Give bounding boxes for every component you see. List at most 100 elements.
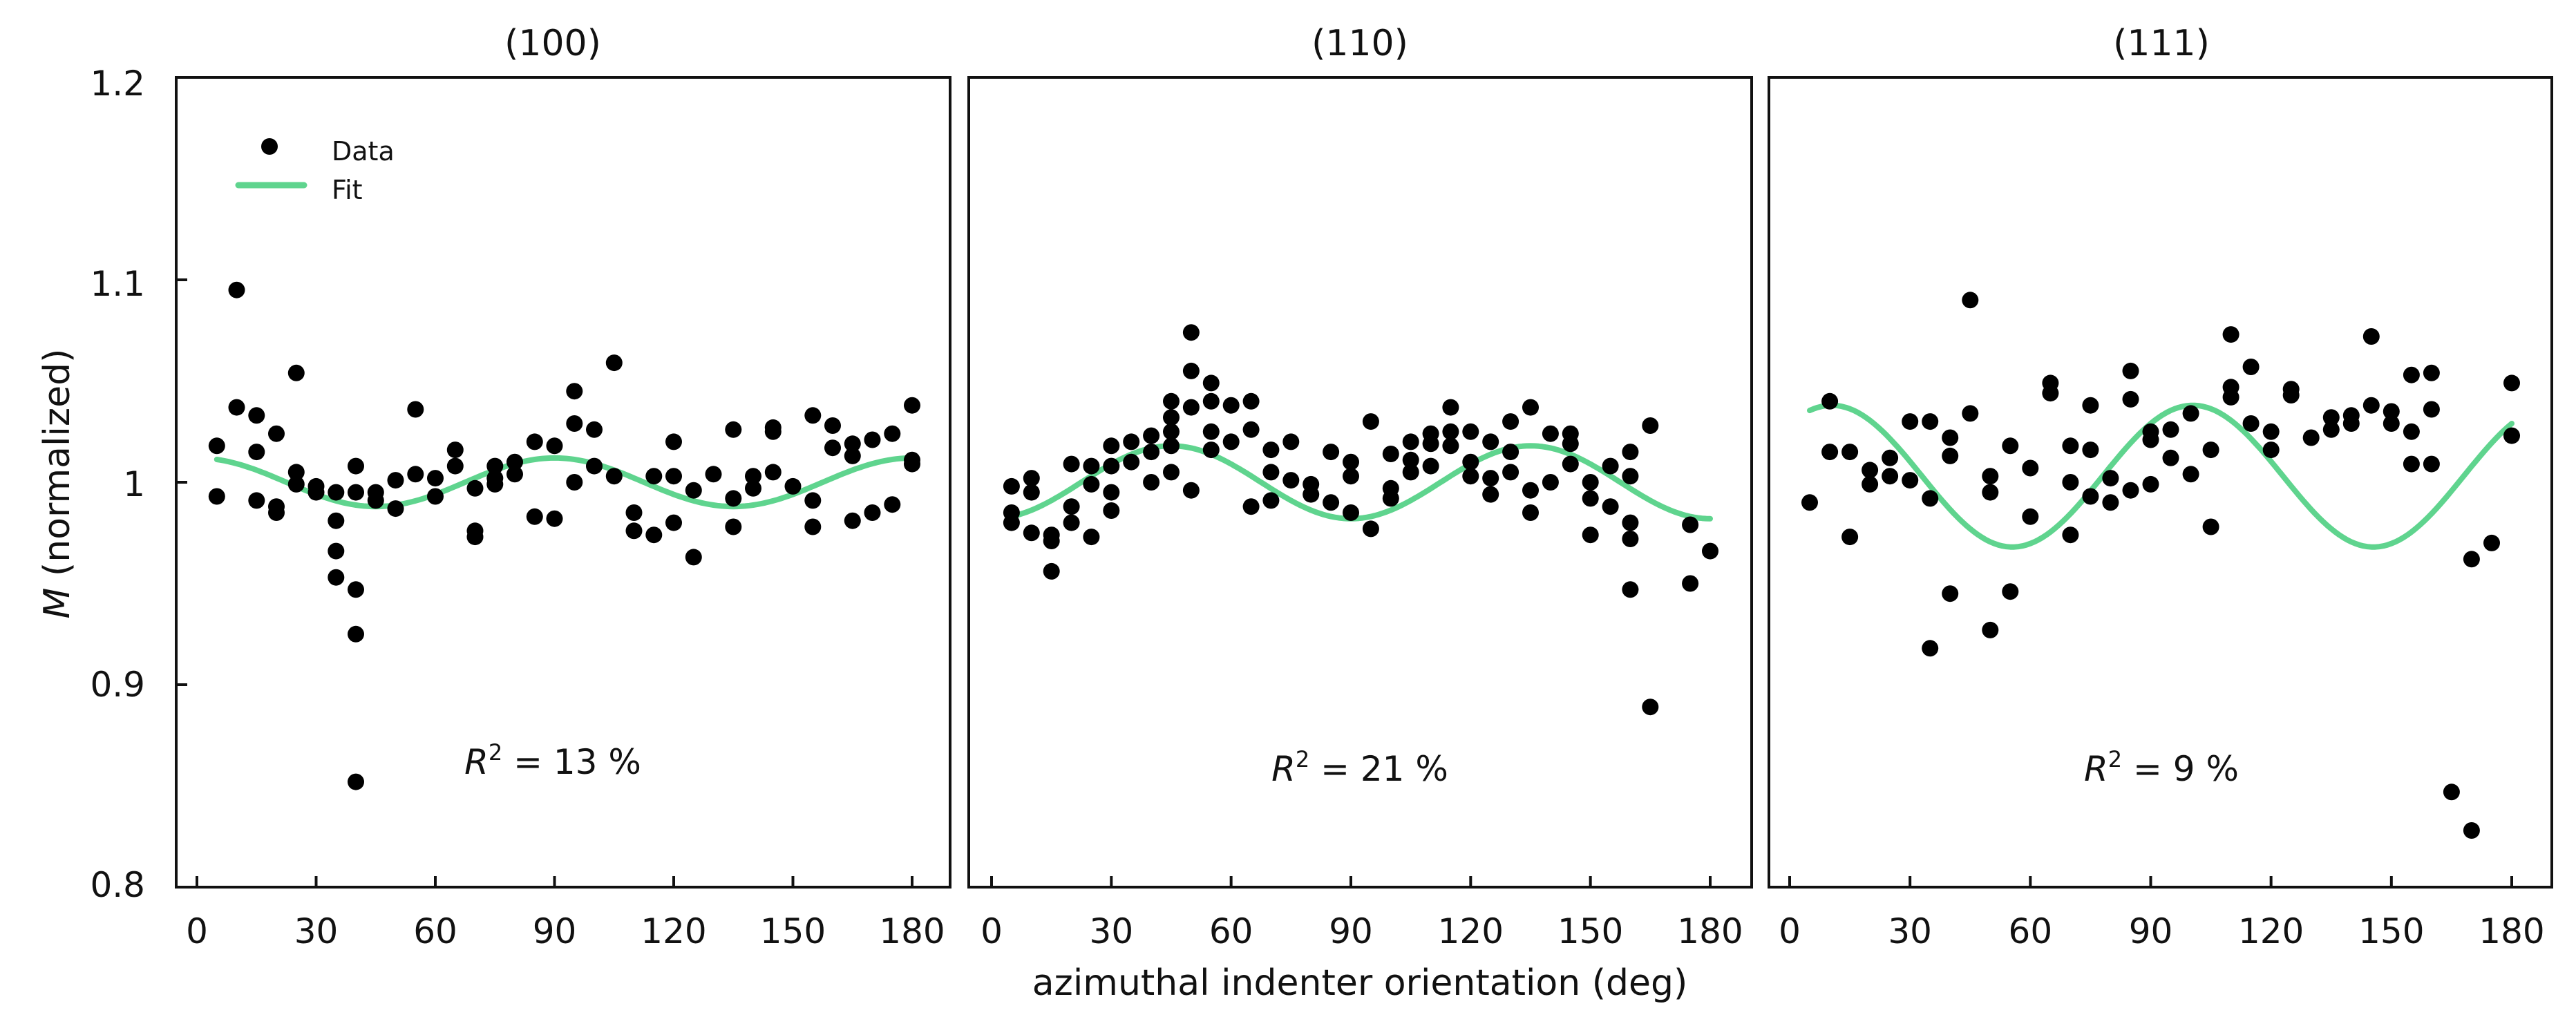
data-point [348, 773, 364, 790]
data-point [2082, 488, 2099, 505]
data-point [1582, 490, 1599, 507]
data-point [1482, 470, 1499, 487]
data-point [665, 433, 682, 450]
data-point [526, 433, 543, 450]
x-tick-label: 90 [533, 911, 577, 951]
data-point [1821, 444, 1839, 461]
data-point [348, 484, 364, 501]
data-point [248, 492, 265, 509]
data-point [705, 466, 722, 483]
data-point [1582, 474, 1599, 491]
data-point [2082, 397, 2099, 414]
data-point [1163, 464, 1180, 481]
data-point [566, 474, 583, 491]
x-tick-label: 150 [760, 911, 826, 951]
data-point [2182, 466, 2199, 483]
x-ticks: 0 30 60 90 120 150 180 [1779, 876, 2545, 951]
r2-label: R [2084, 749, 2108, 789]
data-point [328, 542, 345, 560]
y-ticks [176, 76, 187, 889]
data-point [1123, 453, 1140, 471]
fit-line [1807, 402, 2515, 550]
data-point [328, 569, 345, 586]
data-point [248, 407, 265, 424]
data-point [1202, 374, 1220, 392]
data-point [1163, 392, 1180, 410]
data-point [1343, 504, 1359, 521]
data-point [2483, 534, 2500, 551]
data-point [1382, 446, 1399, 462]
panel-frame [967, 76, 1753, 889]
data-point [745, 479, 761, 497]
data-point [2262, 423, 2280, 440]
data-point [904, 397, 920, 414]
data-point [506, 453, 523, 471]
data-point [665, 514, 682, 531]
data-point [2322, 421, 2340, 438]
data-point [1163, 423, 1180, 440]
data-point [864, 504, 881, 521]
data-point [1023, 524, 1040, 542]
data-point [1003, 477, 1020, 495]
x-tick-label: 120 [1438, 911, 1504, 951]
y-tick-label: 1 [123, 464, 145, 504]
data-point [2222, 326, 2239, 343]
data-point [586, 457, 603, 475]
data-point [1382, 490, 1399, 507]
data-point [725, 518, 742, 535]
data-point [328, 512, 345, 529]
data-point [1502, 444, 1519, 461]
data-point [1962, 292, 1979, 309]
data-point [228, 399, 245, 416]
data-point [1622, 468, 1639, 485]
data-point [1303, 486, 1320, 503]
data-point [1442, 423, 1459, 440]
data-point [2423, 455, 2440, 473]
data-point [546, 510, 563, 527]
data-point [764, 423, 782, 440]
x-tick-label: 60 [413, 911, 457, 951]
data-point [645, 526, 663, 544]
data-point [1982, 468, 1999, 485]
data-point [1922, 490, 1939, 507]
data-point [1502, 413, 1519, 430]
data-point [1962, 405, 1979, 422]
data-point [1323, 444, 1340, 461]
data-points [208, 281, 920, 790]
data-point [1083, 529, 1100, 546]
data-point [2142, 475, 2159, 493]
data-point [1522, 399, 1539, 416]
data-point [625, 522, 643, 540]
y-tick-label: 1.1 [90, 264, 145, 304]
data-point [1362, 520, 1379, 538]
x-tick-label: 60 [2009, 911, 2053, 951]
x-tick-label: 30 [1888, 911, 1932, 951]
x-tick-label: 120 [2238, 911, 2304, 951]
r2-superscript: 2 [489, 739, 502, 766]
data-point [1202, 423, 1220, 440]
data-point [864, 431, 881, 448]
data-point [1622, 581, 1639, 598]
data-point [1642, 699, 1659, 716]
data-point [446, 457, 464, 475]
data-point [2322, 409, 2340, 426]
data-point [268, 425, 285, 442]
data-point [2102, 494, 2119, 511]
y-tick-label: 1.2 [90, 64, 145, 104]
y-axis-label: M (normalized) [37, 349, 78, 619]
data-point [725, 490, 742, 507]
data-point [2362, 397, 2380, 414]
data-point [1522, 504, 1539, 521]
data-point [1202, 392, 1220, 410]
data-point [1083, 475, 1100, 493]
data-point [1942, 585, 1959, 602]
data-point [268, 504, 285, 521]
data-point [1841, 529, 1859, 546]
x-tick-label: 30 [294, 911, 339, 951]
panel-111: (111) 0 30 60 90 120 150 180 R2 = 9 % [1768, 23, 2553, 951]
data-point [2423, 401, 2440, 418]
data-point [2022, 508, 2039, 525]
x-tick-label: 0 [186, 911, 208, 951]
x-tick-label: 180 [2479, 911, 2544, 951]
data-point [466, 479, 484, 497]
